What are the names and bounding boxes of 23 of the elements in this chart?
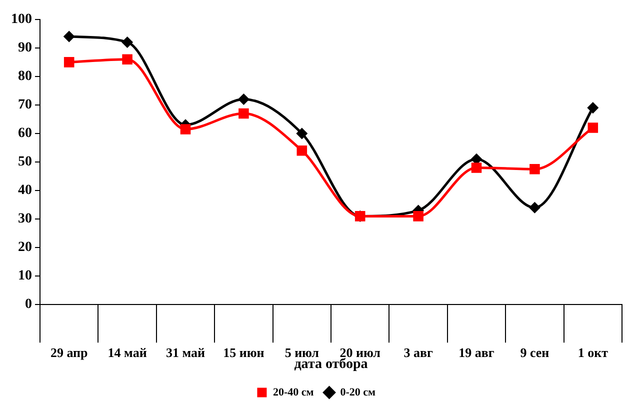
x-tick-label: 31 май [166,344,206,360]
x-tick-label: 15 июн [223,344,265,360]
x-axis-title: дата отбора [294,357,368,372]
y-tick-label: 80 [18,69,32,84]
y-tick-label: 60 [18,126,32,142]
y-tick-label: 50 [18,154,32,170]
y-tick-label: 40 [18,183,32,198]
y-tick-label: 20 [18,240,32,256]
legend-label: 0-20 см [340,386,376,398]
legend-label: 20-40 см [272,386,314,398]
x-tick-label: 3 авг [404,344,433,360]
x-tick-label: 29 апр [50,344,88,360]
y-tick-label: 70 [18,98,32,113]
x-tick-label: 1 окт [578,344,609,360]
x-tick-label: 14 май [108,344,148,360]
x-tick-label: 9 сен [520,344,550,360]
y-tick-label: 30 [18,212,32,227]
y-tick-label: 0 [25,297,32,312]
x-tick-label: 19 авг [458,344,494,360]
y-tick-label: 100 [11,12,32,28]
y-tick-label: 90 [18,40,32,56]
x-tick-label: 5 июл [284,344,319,360]
y-tick-label: 10 [18,268,32,284]
